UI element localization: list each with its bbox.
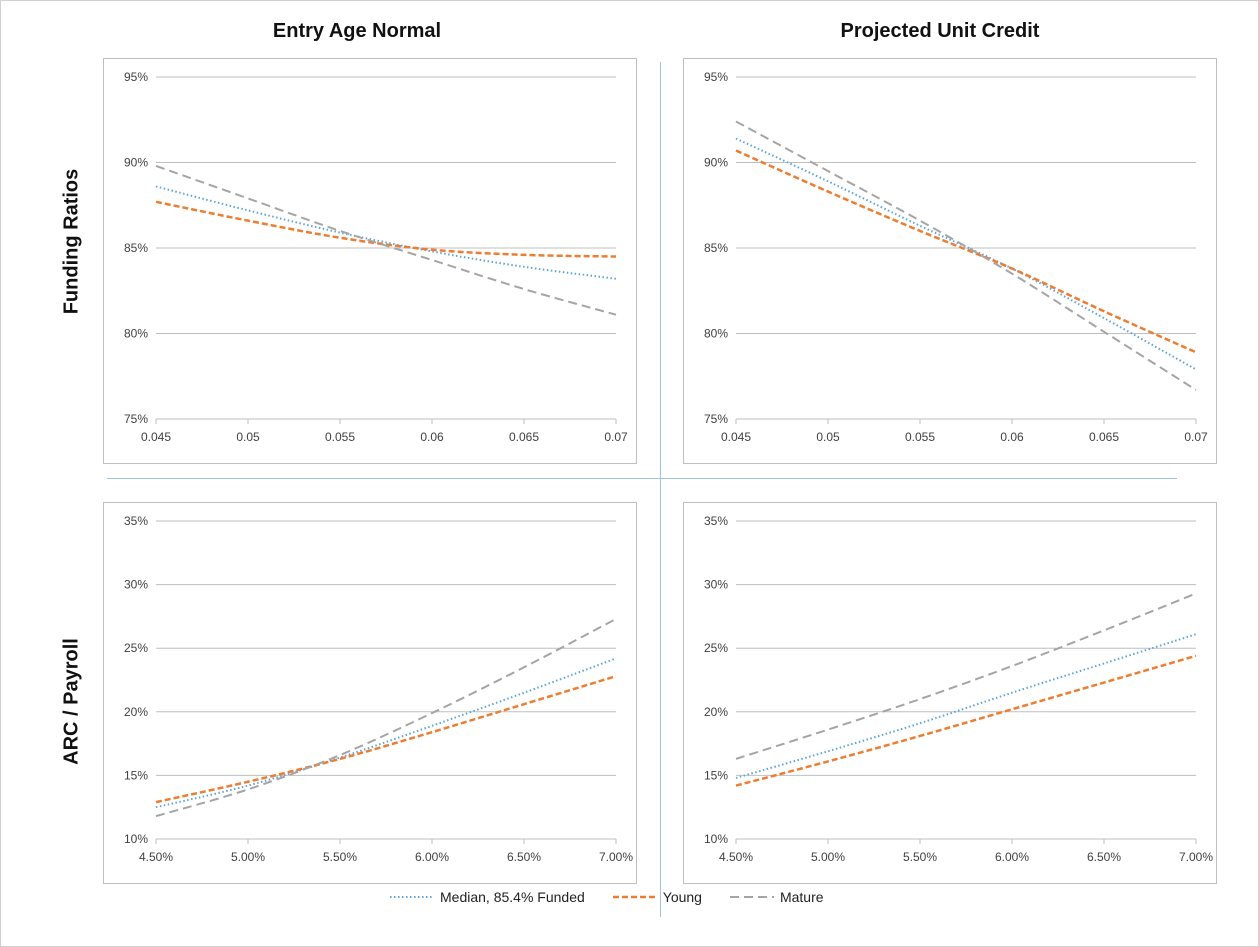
chart-legend: Median, 85.4% Funded Young Mature bbox=[390, 886, 852, 908]
y-tick-label: 90% bbox=[704, 156, 728, 170]
y-tick-label: 95% bbox=[124, 70, 148, 84]
y-tick-label: 85% bbox=[704, 241, 728, 255]
chart-puc-arc: 10% 15% 20% 25% 30% 35% 4.50% 5.00% 5.50% 6.00% 6.… bbox=[704, 514, 1213, 864]
y-tick-label: 90% bbox=[124, 156, 148, 170]
chart-panel-puc-funding: 75% 80% 85% 90% 95% 0.045 0.05 0.055 0.06 0.065 0.… bbox=[683, 58, 1217, 464]
legend-label-mature: Mature bbox=[779, 889, 824, 905]
legend-item-mature: Mature bbox=[729, 889, 824, 905]
x-tick-label: 4.50% bbox=[719, 850, 753, 864]
chart-ean-arc: 10% 15% 20% 25% 30% 35% 4.50% 5.00% 5.50% 6.00% 6.… bbox=[124, 514, 633, 864]
x-tick-label: 0.045 bbox=[721, 430, 751, 444]
chart-panel-ean-funding: 75% 80% 85% 90% 95% 0.045 0.05 0.055 0.06 0.065 0.… bbox=[103, 58, 637, 464]
y-tick-label: 30% bbox=[124, 578, 148, 592]
y-tick-label: 10% bbox=[704, 832, 728, 846]
chart-panel-puc-arc: 10% 15% 20% 25% 30% 35% 4.50% 5.00% 5.50% 6.00% 6.… bbox=[683, 502, 1217, 884]
series-line-0 bbox=[735, 633, 1197, 779]
x-tick-label: 0.07 bbox=[1184, 430, 1208, 444]
y-tick-label: 30% bbox=[704, 578, 728, 592]
y-tick-label: 75% bbox=[704, 412, 728, 426]
y-tick-label: 15% bbox=[704, 768, 728, 782]
y-tick-label: 20% bbox=[124, 705, 148, 719]
x-tick-label: 6.00% bbox=[995, 850, 1029, 864]
x-tick-label: 0.06 bbox=[420, 430, 444, 444]
x-tick-label: 0.055 bbox=[325, 430, 355, 444]
series-line-2 bbox=[735, 120, 1197, 391]
row-title-arc-payroll: ARC / Payroll bbox=[60, 638, 83, 765]
legend-swatch-median bbox=[390, 896, 434, 898]
series-line-2 bbox=[735, 592, 1197, 760]
chart-panel-ean-arc: 10% 15% 20% 25% 30% 35% 4.50% 5.00% 5.50% 6.00% 6.… bbox=[103, 502, 637, 884]
y-tick-label: 10% bbox=[124, 832, 148, 846]
legend-swatch-young bbox=[612, 895, 657, 899]
legend-label-median: Median, 85.4% Funded bbox=[440, 889, 585, 905]
x-tick-label: 0.065 bbox=[509, 430, 539, 444]
legend-item-young: Young bbox=[612, 889, 702, 905]
x-tick-label: 7.00% bbox=[1179, 850, 1213, 864]
x-tick-label: 6.50% bbox=[507, 850, 541, 864]
series-line-1 bbox=[735, 654, 1197, 787]
row-title-funding-ratios: Funding Ratios bbox=[60, 168, 83, 315]
y-tick-label: 75% bbox=[124, 412, 148, 426]
x-tick-label: 5.50% bbox=[903, 850, 937, 864]
column-title-entry-age-normal: Entry Age Normal bbox=[272, 20, 442, 42]
series-line-1 bbox=[155, 674, 617, 804]
x-tick-label: 7.00% bbox=[599, 850, 633, 864]
x-tick-label: 5.50% bbox=[323, 850, 357, 864]
legend-item-median: Median, 85.4% Funded bbox=[390, 889, 585, 905]
x-tick-label: 5.00% bbox=[231, 850, 265, 864]
x-tick-label: 0.05 bbox=[236, 430, 260, 444]
quadrant-divider-horizontal bbox=[107, 478, 1177, 479]
x-tick-label: 4.50% bbox=[139, 850, 173, 864]
y-tick-label: 35% bbox=[704, 514, 728, 528]
y-tick-label: 25% bbox=[124, 641, 148, 655]
series-line-0 bbox=[155, 657, 617, 809]
x-tick-label: 6.50% bbox=[1087, 850, 1121, 864]
y-tick-label: 15% bbox=[124, 768, 148, 782]
x-tick-label: 0.045 bbox=[141, 430, 171, 444]
series-line-1 bbox=[155, 200, 617, 258]
y-tick-label: 35% bbox=[124, 514, 148, 528]
x-tick-label: 0.055 bbox=[905, 430, 935, 444]
series-line-1 bbox=[735, 149, 1197, 354]
legend-swatch-mature bbox=[729, 896, 774, 898]
chart-puc-funding: 75% 80% 85% 90% 95% 0.045 0.05 0.055 0.06 0.065 0.… bbox=[704, 70, 1208, 444]
x-tick-label: 5.00% bbox=[811, 850, 845, 864]
series-line-2 bbox=[155, 618, 617, 818]
y-tick-label: 25% bbox=[704, 641, 728, 655]
series-line-0 bbox=[155, 185, 617, 280]
y-tick-label: 20% bbox=[704, 705, 728, 719]
column-title-projected-unit-credit: Projected Unit Credit bbox=[840, 20, 1040, 42]
x-tick-label: 0.05 bbox=[816, 430, 840, 444]
chart-ean-funding: 75% 80% 85% 90% 95% 0.045 0.05 0.055 0.06 0.065 0.… bbox=[124, 70, 628, 444]
y-tick-label: 80% bbox=[704, 327, 728, 341]
x-tick-label: 0.065 bbox=[1089, 430, 1119, 444]
x-tick-label: 0.06 bbox=[1000, 430, 1024, 444]
y-tick-label: 80% bbox=[124, 327, 148, 341]
x-tick-label: 6.00% bbox=[415, 850, 449, 864]
y-tick-label: 95% bbox=[704, 70, 728, 84]
series-line-0 bbox=[735, 137, 1197, 371]
legend-label-young: Young bbox=[662, 889, 702, 905]
series-line-2 bbox=[155, 164, 617, 316]
y-tick-label: 85% bbox=[124, 241, 148, 255]
quadrant-divider-vertical bbox=[660, 62, 661, 917]
x-tick-label: 0.07 bbox=[604, 430, 628, 444]
